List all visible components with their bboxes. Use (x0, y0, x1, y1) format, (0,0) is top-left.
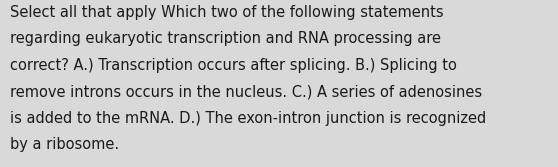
Text: remove introns occurs in the nucleus. C.) A series of adenosines: remove introns occurs in the nucleus. C.… (10, 84, 482, 99)
Text: Select all that apply Which two of the following statements: Select all that apply Which two of the f… (10, 5, 444, 20)
Text: regarding eukaryotic transcription and RNA processing are: regarding eukaryotic transcription and R… (10, 31, 441, 46)
Text: by a ribosome.: by a ribosome. (10, 137, 119, 152)
Text: correct? A.) Transcription occurs after splicing. B.) Splicing to: correct? A.) Transcription occurs after … (10, 58, 457, 73)
Text: is added to the mRNA. D.) The exon-intron junction is recognized: is added to the mRNA. D.) The exon-intro… (10, 111, 486, 126)
